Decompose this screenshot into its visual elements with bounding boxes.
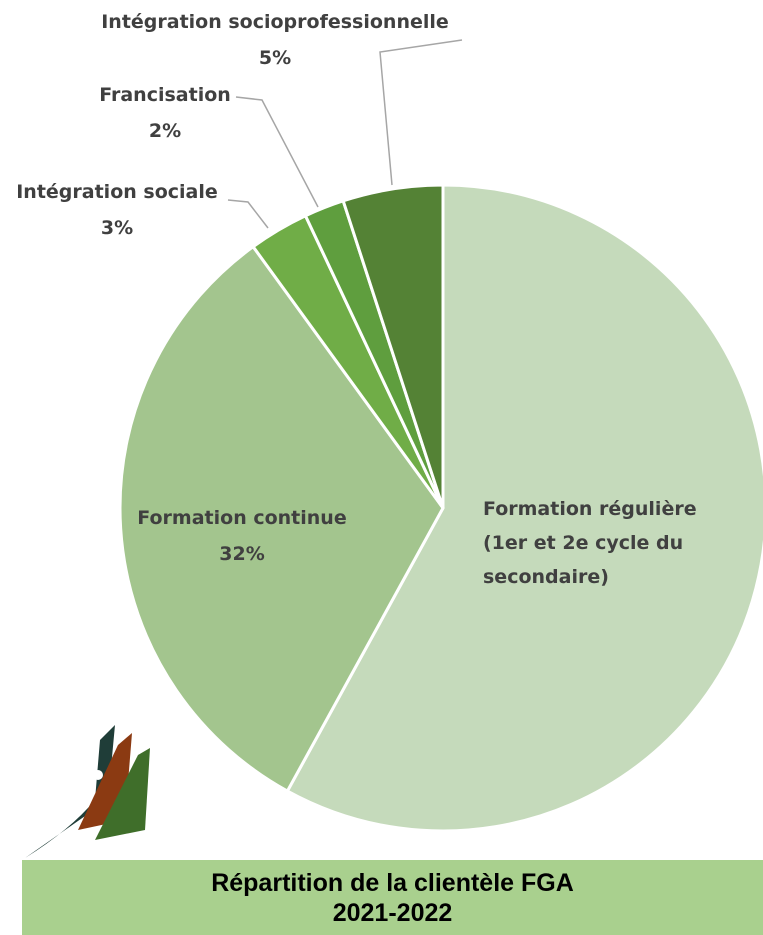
category-label: Intégration socioprofessionnelle [101,11,449,33]
chart [25,39,763,858]
chart-subtitle: 2021-2022 [332,899,453,927]
title-banner: Répartition de la clientèle FGA 2021-202… [22,860,763,935]
pie-slice [341,183,445,509]
leader-line [235,96,319,208]
value-label: 32% [219,543,265,565]
pie-slice [285,183,763,833]
category-label: Formation régulière (1er et 2e cycle du … [483,498,697,588]
value-label: 5% [258,47,292,69]
value-label: 2% [148,120,182,142]
chart-title: Répartition de la clientèle FGA [211,869,574,897]
category-label: Francisation [99,84,231,106]
value-label: 3% [100,217,134,239]
leader-line [227,199,269,229]
leader-line [379,39,463,186]
pie-slice [118,244,445,794]
logo [25,725,150,858]
category-label: Formation continue [137,507,347,529]
category-label: Intégration sociale [16,181,218,203]
